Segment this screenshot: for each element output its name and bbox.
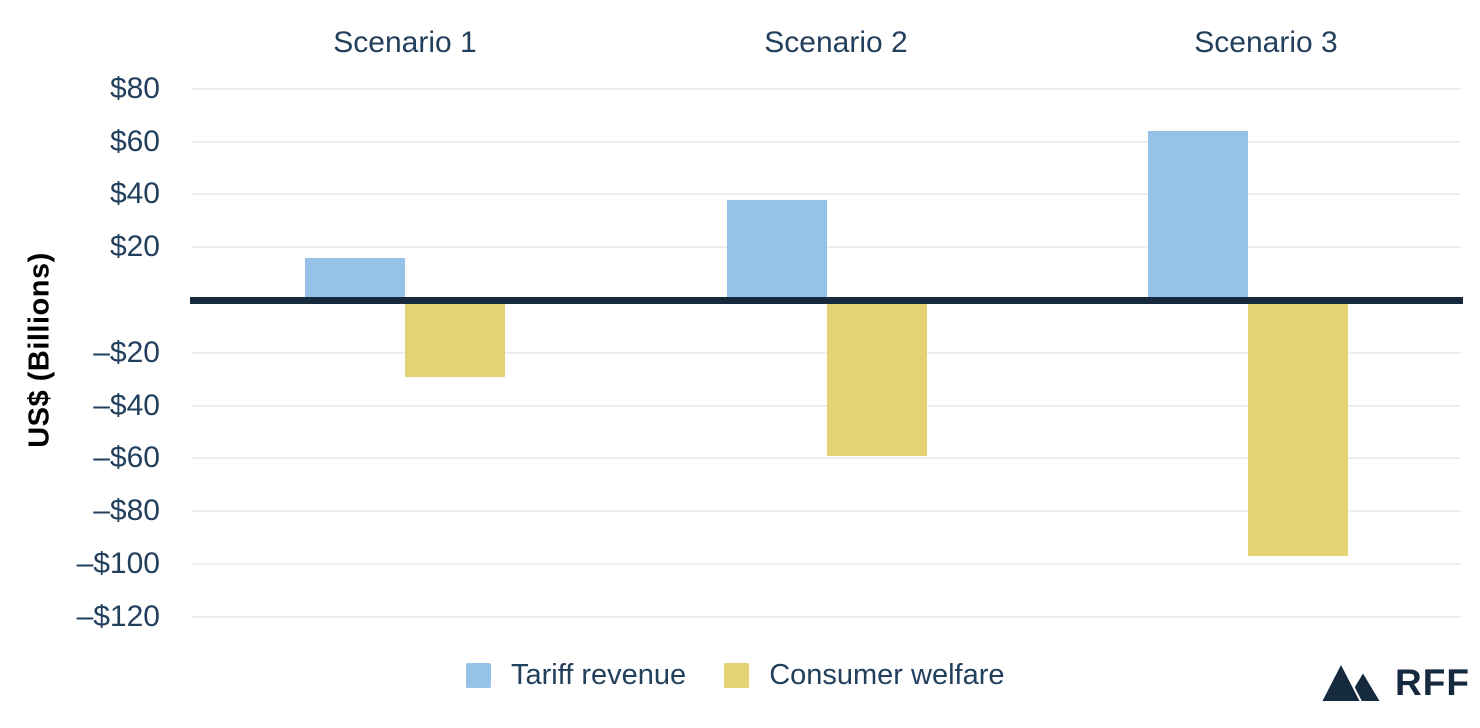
category-label-2: Scenario 2 bbox=[764, 26, 908, 59]
gridline--20 bbox=[192, 351, 1461, 354]
y-tick-label: $80 bbox=[109, 71, 160, 105]
gridline-40 bbox=[192, 193, 1461, 196]
y-tick-label: –$80 bbox=[93, 494, 160, 528]
y-tick-label: $20 bbox=[109, 230, 160, 264]
zero-axis-line bbox=[190, 297, 1463, 304]
gridline--120 bbox=[192, 615, 1461, 618]
legend-item-tariff-revenue: Tariff revenue bbox=[466, 659, 686, 692]
rff-logo-text: RFF bbox=[1395, 662, 1470, 703]
tariff-revenue-swatch bbox=[466, 663, 491, 688]
rff-mountains-icon bbox=[1322, 664, 1380, 701]
consumer-welfare-bar-scenario-2 bbox=[827, 300, 927, 456]
legend-label-tariff-revenue: Tariff revenue bbox=[511, 659, 687, 691]
y-tick-label: $60 bbox=[109, 124, 160, 158]
gridline--100 bbox=[192, 563, 1461, 565]
consumer-welfare-bar-scenario-3 bbox=[1248, 300, 1348, 557]
legend: Tariff revenue Consumer welfare bbox=[466, 659, 1005, 692]
gridline--60 bbox=[192, 457, 1461, 460]
gridline--40 bbox=[192, 404, 1461, 407]
gridline-80 bbox=[192, 87, 1461, 90]
y-tick-label: –$40 bbox=[93, 388, 160, 422]
gridline-60 bbox=[192, 140, 1461, 143]
category-label-3: Scenario 3 bbox=[1194, 26, 1338, 59]
consumer-welfare-swatch bbox=[724, 663, 750, 688]
y-tick-label: –$20 bbox=[93, 335, 160, 369]
y-tick-label: $40 bbox=[109, 177, 160, 211]
tariff-revenue-bar-scenario-3 bbox=[1148, 131, 1248, 300]
rff-logo: RFF bbox=[1322, 663, 1470, 703]
legend-item-consumer-welfare: Consumer welfare bbox=[724, 659, 1005, 692]
category-label-1: Scenario 1 bbox=[333, 26, 477, 59]
gridline--80 bbox=[192, 510, 1461, 513]
y-tick-label: –$120 bbox=[76, 599, 160, 633]
y-tick-label: –$100 bbox=[76, 547, 160, 580]
legend-label-consumer-welfare: Consumer welfare bbox=[769, 659, 1005, 691]
y-tick-label: –$60 bbox=[93, 441, 160, 475]
tariff-revenue-bar-scenario-2 bbox=[727, 199, 827, 300]
consumer-welfare-bar-scenario-1 bbox=[405, 300, 505, 377]
tariff-revenue-bar-scenario-1 bbox=[305, 257, 405, 300]
